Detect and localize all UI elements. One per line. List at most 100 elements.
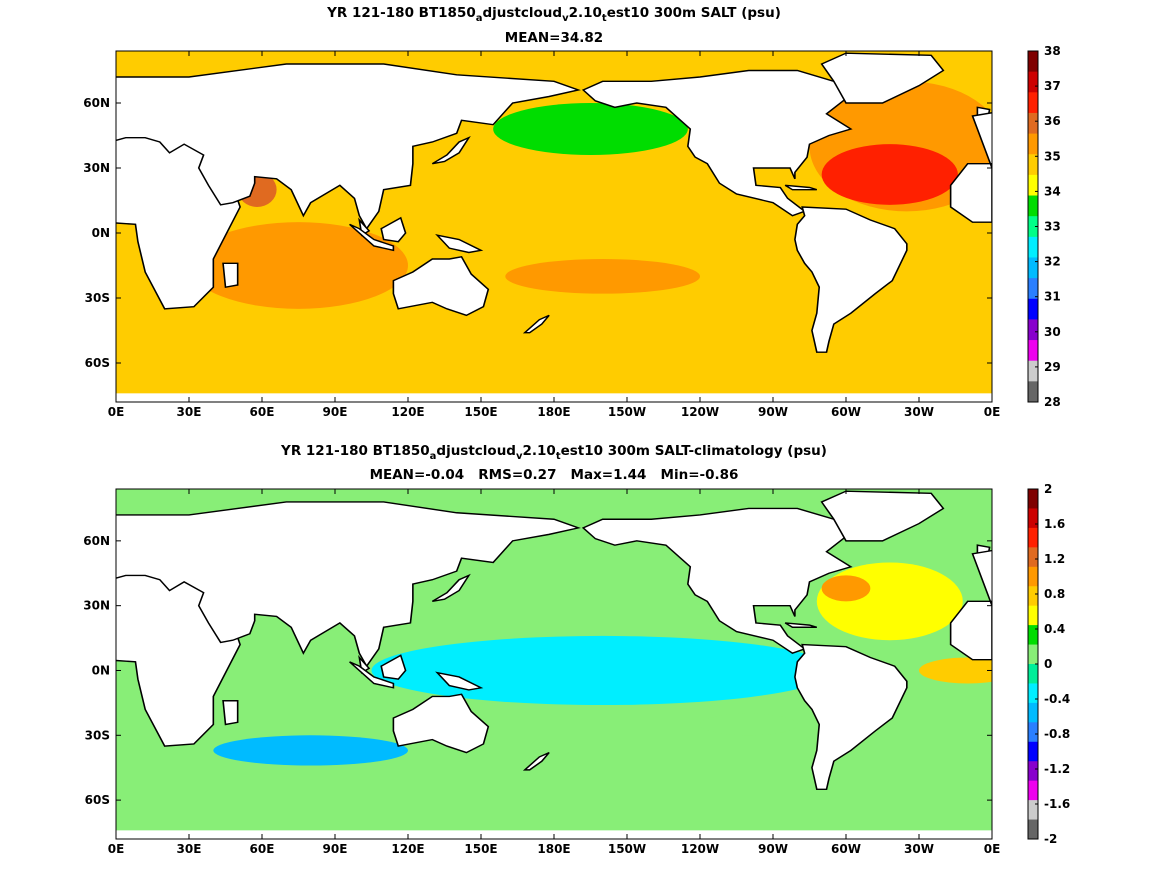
x-tick-label: 60W — [831, 405, 861, 419]
colorbar-swatch — [1028, 625, 1038, 646]
colorbar-swatch — [1028, 741, 1038, 762]
y-tick-label: 30N — [83, 599, 110, 613]
x-tick-label: 90E — [323, 842, 348, 856]
colorbar-swatch — [1028, 174, 1038, 197]
colorbar-swatch — [1028, 489, 1038, 509]
title-part: v — [562, 13, 569, 24]
region-southern-ocean — [116, 324, 992, 402]
colorbar-swatch — [1028, 278, 1038, 300]
colorbar-swatch — [1028, 257, 1038, 279]
colorbar-swatch — [1028, 216, 1038, 238]
x-tick-label: 0E — [984, 842, 1001, 856]
colorbar-swatch — [1028, 566, 1038, 587]
colorbar-tick-label: 28 — [1044, 395, 1061, 409]
colorbar-swatch — [1028, 683, 1038, 704]
colorbar-swatch — [1028, 71, 1038, 93]
colorbar-tick-label: -0.4 — [1044, 692, 1070, 706]
region-north-pacific-subpolar — [493, 103, 688, 155]
x-tick-label: 180E — [537, 842, 570, 856]
region-tropical-pacific — [432, 185, 773, 238]
colorbar-tick-label: 36 — [1044, 114, 1061, 128]
colorbar-tick-label: 31 — [1044, 290, 1061, 304]
region-south-indian — [213, 735, 408, 766]
colorbar-swatch — [1028, 819, 1038, 840]
region-indian-ocean — [189, 222, 408, 309]
title-part: t — [555, 451, 561, 462]
y-tick-label: 60S — [85, 793, 110, 807]
y-tick-label: 30N — [83, 161, 110, 175]
colorbar-swatch — [1028, 800, 1038, 821]
x-tick-label: 90W — [758, 842, 788, 856]
colorbar-swatch — [1028, 340, 1038, 362]
colorbar-swatch — [1028, 319, 1038, 341]
y-tick-label: 0N — [92, 663, 110, 677]
bottom-map-title: YR 121-180 BT1850adjustcloudv2.10test10 … — [116, 443, 992, 462]
y-tick-label: 60N — [83, 96, 110, 110]
x-tick-label: 150W — [608, 842, 646, 856]
title-part: YR 121-180 BT1850 — [327, 5, 476, 21]
y-tick-label: 60N — [83, 534, 110, 548]
y-tick-label: 30S — [85, 291, 110, 305]
x-tick-label: 60E — [250, 405, 275, 419]
title-part: djustcloud — [436, 443, 516, 459]
title-part: v — [515, 451, 523, 462]
x-tick-label: 30W — [904, 405, 934, 419]
region-south-pacific-high — [505, 259, 700, 294]
colorbar-tick-label: 2 — [1044, 482, 1052, 496]
colorbar-swatch — [1028, 195, 1038, 217]
colorbar-swatch — [1028, 154, 1038, 176]
colorbar-tick-label: 0.8 — [1044, 587, 1065, 601]
region-southern-ocean — [700, 713, 798, 736]
x-tick-label: 30E — [177, 405, 202, 419]
colorbar-tick-label: -1.6 — [1044, 797, 1070, 811]
bottom-map-stats: MEAN=-0.04 RMS=0.27 Max=1.44 Min=-0.86 — [369, 467, 739, 483]
x-tick-label: 120E — [391, 842, 424, 856]
colorbar-tick-label: 33 — [1044, 220, 1061, 234]
colorbar-swatch — [1028, 133, 1038, 155]
colorbar-swatch — [1028, 761, 1038, 782]
title-part: a — [429, 451, 437, 462]
colorbar-tick-label: 1.6 — [1044, 517, 1065, 531]
x-tick-label: 120W — [681, 405, 719, 419]
region-gulf-stream — [821, 575, 871, 602]
x-tick-label: 90W — [758, 405, 788, 419]
colorbar-tick-label: 35 — [1044, 149, 1061, 163]
top-map-title: YR 121-180 BT1850adjustcloudv2.10test10 … — [116, 5, 992, 24]
colorbar-tick-label: 30 — [1044, 325, 1061, 339]
colorbar-swatch — [1028, 780, 1038, 801]
title-part: t — [601, 13, 607, 24]
colorbar-swatch — [1028, 702, 1038, 723]
colorbar-tick-label: 38 — [1044, 44, 1061, 58]
region-equatorial-atlantic — [919, 657, 992, 684]
region-tropical-pacific — [371, 635, 834, 706]
title-part: a — [475, 13, 483, 24]
x-tick-label: 150E — [464, 405, 497, 419]
y-tick-label: 30S — [85, 728, 110, 742]
x-tick-label: 90E — [323, 405, 348, 419]
region-north-atlantic — [816, 562, 963, 641]
colorbar-tick-label: 0.4 — [1044, 622, 1065, 636]
colorbar-swatch — [1028, 112, 1038, 135]
region-north-atlantic — [821, 144, 958, 205]
x-tick-label: 60W — [831, 842, 861, 856]
x-tick-label: 120W — [681, 842, 719, 856]
x-tick-label: 180E — [537, 405, 570, 419]
colorbar-tick-label: 0 — [1044, 657, 1052, 671]
title-part: YR 121-180 BT1850 — [281, 443, 430, 459]
colorbar-swatch — [1028, 547, 1038, 568]
top-map-stats: MEAN=34.82 — [504, 30, 604, 46]
colorbar-swatch — [1028, 644, 1038, 665]
x-tick-label: 30W — [904, 842, 934, 856]
colorbar-tick-label: 37 — [1044, 79, 1061, 93]
x-tick-label: 120E — [391, 405, 424, 419]
colorbar-tick-label: 34 — [1044, 184, 1061, 198]
colorbar-swatch — [1028, 236, 1038, 258]
title-part: est10 300m SALT (psu) — [606, 5, 781, 21]
map-field-0 — [116, 51, 992, 402]
x-tick-label: 0E — [108, 842, 125, 856]
y-tick-label: 60S — [85, 356, 110, 370]
x-tick-label: 150W — [608, 405, 646, 419]
title-part: 2.10 — [522, 443, 556, 459]
colorbar-swatch — [1028, 605, 1038, 626]
colorbar-tick-label: -1.2 — [1044, 762, 1070, 776]
